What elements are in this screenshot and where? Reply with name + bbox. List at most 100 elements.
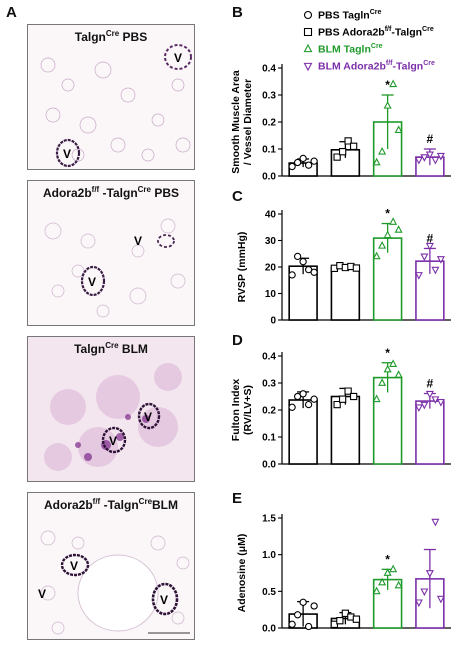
data-point <box>293 611 302 619</box>
micrograph-1: V V TalgnCre PBS <box>27 24 195 170</box>
bar <box>288 399 318 465</box>
data-point <box>436 256 445 264</box>
data-point <box>310 268 318 276</box>
data-point <box>299 390 307 398</box>
y-tick-label: 1.5 <box>262 514 276 525</box>
data-point <box>414 156 423 165</box>
data-point <box>288 620 296 628</box>
data-point <box>288 162 296 171</box>
vessel-label: V <box>144 410 152 424</box>
significance-marker: # <box>427 132 434 146</box>
data-point <box>378 577 387 586</box>
data-point <box>394 370 403 378</box>
data-point <box>420 588 429 597</box>
data-point <box>372 586 381 595</box>
y-axis-label: Smooth Muscle Area <box>230 70 242 174</box>
data-point <box>436 399 445 407</box>
bar <box>415 260 445 321</box>
legend-marker <box>303 27 313 36</box>
vessel-label: V <box>38 587 46 601</box>
micrograph-title-1: TalgnCre PBS <box>74 29 148 44</box>
y-tick-label: 0.1 <box>262 433 276 444</box>
legend-marker-shape <box>303 43 313 52</box>
chart-fulton-index: Fulton Index (RV/LV+S) 0.0 0.1 0.2 0.3 0.4 * # <box>230 346 451 471</box>
data-point <box>414 272 423 280</box>
data-point <box>436 595 445 604</box>
data-point <box>330 264 339 272</box>
data-point <box>431 518 440 527</box>
data-point <box>394 580 403 589</box>
y-axis-label: Adenosine (μM) <box>236 534 248 613</box>
legend-entry: PBS Adora2bf/f-TalgnCre <box>302 23 435 40</box>
y-tick-label: 30 <box>265 236 277 247</box>
data-point <box>420 253 429 262</box>
data-point <box>288 403 296 411</box>
legend-marker-shape <box>303 62 313 71</box>
y-axis-label: / Vessel Diameter <box>242 79 254 165</box>
y-tick-label: 0.4 <box>262 64 276 75</box>
panel-letter-e: E <box>232 490 243 507</box>
y-tick-label: 0 <box>270 316 276 327</box>
tissue-image-3: V V <box>44 363 182 471</box>
data-point <box>299 598 307 606</box>
data-point <box>431 156 440 165</box>
y-axis-label: (RV/LV+S) <box>242 385 254 435</box>
tissue-image-2: V V <box>44 218 186 318</box>
y-tick-label: 40 <box>265 210 277 221</box>
panel-letter-a: A <box>6 4 17 21</box>
chart-adenosine: Adenosine (μM) 0.0 0.5 1.0 1.5 * <box>236 514 451 635</box>
legend-marker-shape <box>303 10 313 19</box>
micrograph-title-2: Adora2bf/f -TalgnCre PBS <box>42 185 180 200</box>
y-tick-label: 0.0 <box>262 460 276 471</box>
panel-letter-b: B <box>232 4 243 21</box>
data-point <box>352 264 361 272</box>
micrograph-title-3: TalgnCre BLM <box>74 341 148 356</box>
data-point <box>383 230 392 239</box>
data-point <box>414 599 423 608</box>
legend-label: BLM TaglnCre <box>318 43 383 56</box>
legend: PBS TaglnCre PBS Adora2bf/f-TalgnCre BLM T… <box>302 6 435 74</box>
y-tick-label: 0.5 <box>262 587 276 598</box>
y-tick-label: 0.1 <box>262 145 276 156</box>
vessel-label: V <box>109 434 117 448</box>
micrograph-title-4: Adora2bf/f -TalgnCreBLM <box>43 497 179 512</box>
y-tick-label: 1.0 <box>262 550 276 561</box>
bar <box>330 266 361 321</box>
data-point <box>389 79 398 88</box>
data-point <box>383 568 392 576</box>
chart-rvsp: RVSP (mmHg) 0 10 20 30 40 * # <box>236 207 451 327</box>
data-point <box>288 271 296 279</box>
micrograph-4: V V V Adora2bf/f -TalgnCreBLM <box>27 492 195 640</box>
data-point <box>299 154 307 163</box>
data-point <box>310 395 318 403</box>
data-point <box>425 390 434 399</box>
data-point <box>372 251 381 260</box>
y-tick-label: 0.0 <box>262 624 276 635</box>
legend-entry: BLM TaglnCre <box>302 40 435 57</box>
tissue-image-4: V V V <box>38 530 190 635</box>
micrograph-2: V V Adora2bf/f -TalgnCre PBS <box>27 180 195 326</box>
y-tick-label: 0.2 <box>262 118 276 129</box>
panel-letter-d: D <box>232 332 243 349</box>
y-tick-label: 0.3 <box>262 91 276 102</box>
data-point <box>293 158 302 167</box>
data-point <box>349 392 358 401</box>
data-point <box>333 400 341 409</box>
data-point <box>372 394 381 403</box>
vessel-label: V <box>174 51 182 65</box>
data-point <box>378 378 387 386</box>
y-tick-label: 10 <box>265 289 277 300</box>
vessel-label: V <box>63 147 71 161</box>
data-point <box>420 154 429 162</box>
data-point <box>383 101 392 109</box>
legend-label: BLM Adora2bf/f-TalgnCre <box>318 60 435 73</box>
micrograph-3: V V TalgnCre BLM <box>27 336 195 482</box>
significance-marker: # <box>427 231 434 245</box>
data-point <box>293 252 302 261</box>
legend-label: PBS TaglnCre <box>318 9 382 22</box>
data-point <box>304 400 313 409</box>
data-point <box>420 401 429 410</box>
data-point <box>330 620 339 628</box>
significance-marker: * <box>385 552 390 566</box>
significance-marker: # <box>427 377 434 391</box>
